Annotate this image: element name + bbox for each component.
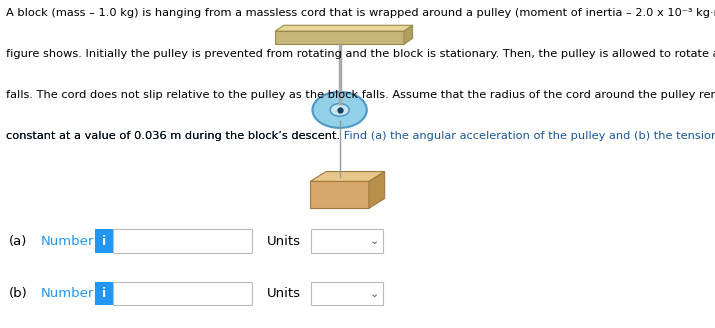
Text: Number: Number xyxy=(41,235,94,248)
Text: constant at a value of 0.036 m during the block’s descent.: constant at a value of 0.036 m during th… xyxy=(6,131,343,141)
Text: (a): (a) xyxy=(9,235,27,248)
Text: figure shows. Initially the pulley is prevented from rotating and the block is s: figure shows. Initially the pulley is pr… xyxy=(6,49,715,59)
Text: falls. The cord does not slip relative to the pulley as the block falls. Assume : falls. The cord does not slip relative t… xyxy=(6,90,715,100)
FancyBboxPatch shape xyxy=(311,282,383,305)
Text: Number: Number xyxy=(41,287,94,300)
Text: (b): (b) xyxy=(9,287,27,300)
Text: i: i xyxy=(102,235,106,248)
Text: ⌄: ⌄ xyxy=(369,236,379,246)
Ellipse shape xyxy=(330,104,349,116)
Text: Units: Units xyxy=(267,235,301,248)
FancyBboxPatch shape xyxy=(113,282,252,305)
FancyBboxPatch shape xyxy=(95,282,113,305)
Polygon shape xyxy=(275,25,413,31)
FancyBboxPatch shape xyxy=(95,229,113,253)
FancyBboxPatch shape xyxy=(311,229,383,253)
Text: Units: Units xyxy=(267,287,301,300)
Text: A block (mass – 1.0 kg) is hanging from a massless cord that is wrapped around a: A block (mass – 1.0 kg) is hanging from … xyxy=(6,8,715,18)
Polygon shape xyxy=(404,25,413,44)
Polygon shape xyxy=(369,172,385,208)
FancyBboxPatch shape xyxy=(310,181,369,208)
FancyBboxPatch shape xyxy=(275,31,404,44)
Polygon shape xyxy=(310,172,385,181)
Text: ⌄: ⌄ xyxy=(369,289,379,298)
Text: constant at a value of 0.036 m during the block’s descent. Find (a) the angular : constant at a value of 0.036 m during th… xyxy=(6,131,715,141)
Text: i: i xyxy=(102,287,106,300)
Ellipse shape xyxy=(312,92,367,128)
FancyBboxPatch shape xyxy=(113,229,252,253)
